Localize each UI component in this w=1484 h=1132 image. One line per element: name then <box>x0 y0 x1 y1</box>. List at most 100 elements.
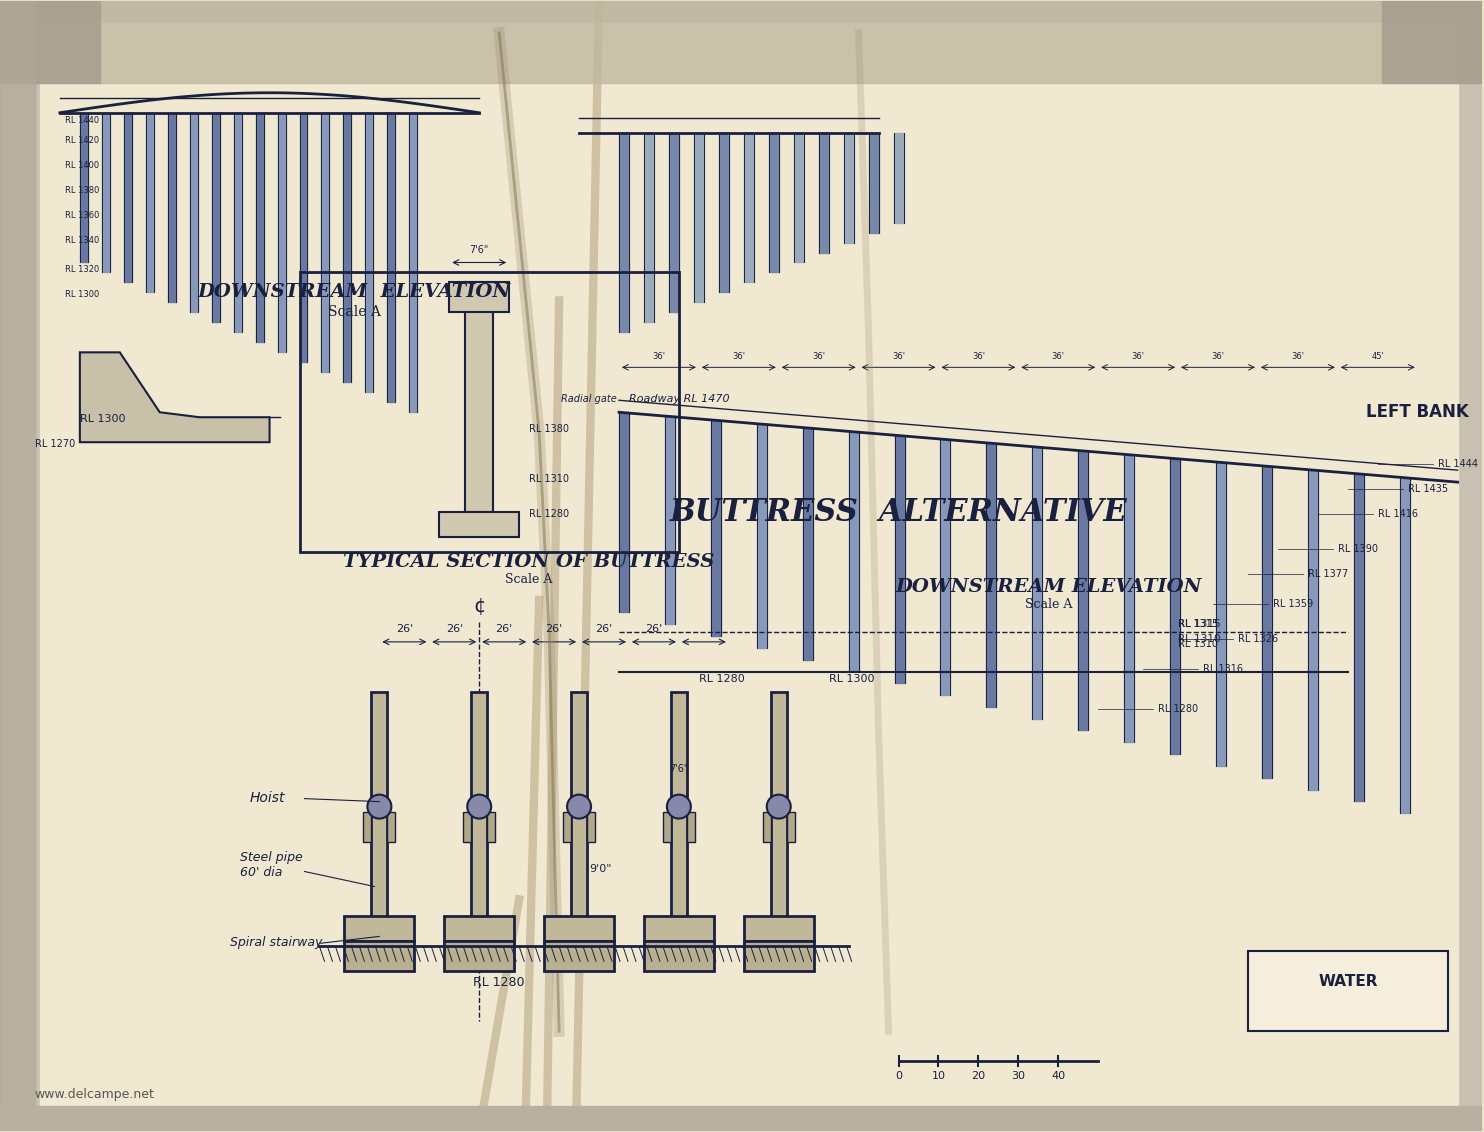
Bar <box>665 417 675 624</box>
Text: 26': 26' <box>396 624 413 634</box>
Text: RL 1380: RL 1380 <box>530 424 570 435</box>
Text: 36': 36' <box>1291 352 1304 361</box>
Bar <box>387 812 395 841</box>
Text: RL 1320: RL 1320 <box>65 266 99 274</box>
Circle shape <box>567 795 591 818</box>
Bar <box>102 113 110 273</box>
Bar <box>444 942 513 971</box>
Text: RL 1280: RL 1280 <box>1158 704 1198 714</box>
Bar <box>1169 458 1180 754</box>
Text: RL 1390: RL 1390 <box>1337 544 1377 554</box>
Bar <box>439 512 519 537</box>
Text: 36': 36' <box>653 352 665 361</box>
Bar <box>671 692 687 942</box>
Bar <box>1215 462 1226 766</box>
Bar <box>787 812 795 841</box>
Text: RL 1310: RL 1310 <box>1178 638 1218 649</box>
Bar <box>387 113 395 402</box>
Text: RL 1315: RL 1315 <box>1178 619 1221 629</box>
Bar <box>743 132 754 283</box>
Text: 36': 36' <box>892 352 905 361</box>
Bar <box>255 113 264 342</box>
Bar <box>769 132 779 273</box>
Text: 40: 40 <box>1051 1071 1066 1081</box>
Bar <box>562 812 571 841</box>
Text: Steel pipe
60' dia: Steel pipe 60' dia <box>239 851 303 880</box>
Bar <box>757 424 767 648</box>
Bar <box>1261 466 1272 778</box>
Bar <box>0 1 1481 83</box>
Bar <box>819 132 828 252</box>
Bar <box>472 692 487 942</box>
Bar <box>770 692 787 942</box>
Text: RL 1300: RL 1300 <box>828 674 874 684</box>
Text: Hoist: Hoist <box>249 790 285 805</box>
Text: RL 1360: RL 1360 <box>65 211 99 220</box>
Bar <box>849 431 859 671</box>
Bar <box>743 917 813 942</box>
Bar <box>80 113 88 263</box>
Bar <box>1399 478 1410 813</box>
Bar <box>711 420 721 636</box>
Text: 36': 36' <box>732 352 745 361</box>
Text: RL 1380: RL 1380 <box>65 186 99 195</box>
Bar <box>987 444 996 706</box>
Text: RL 1310: RL 1310 <box>530 474 570 484</box>
Bar <box>803 428 813 660</box>
Bar <box>619 413 629 612</box>
Text: RL 1316: RL 1316 <box>1204 663 1244 674</box>
Text: BUTTRESS  ALTERNATIVE: BUTTRESS ALTERNATIVE <box>669 497 1128 528</box>
Text: RL 1280: RL 1280 <box>530 509 570 520</box>
Text: RL 1444: RL 1444 <box>1438 460 1478 469</box>
Bar <box>545 917 614 942</box>
Bar <box>0 1 99 83</box>
Text: RL 1326: RL 1326 <box>1238 634 1278 644</box>
Text: RL 1416: RL 1416 <box>1377 509 1417 520</box>
Bar <box>444 917 513 942</box>
Bar <box>843 132 853 242</box>
Bar <box>190 113 197 312</box>
Text: Scale A: Scale A <box>328 306 381 319</box>
Text: RL 1359: RL 1359 <box>1273 599 1313 609</box>
Bar <box>322 113 329 372</box>
Text: RL 1420: RL 1420 <box>65 136 99 145</box>
Text: 26': 26' <box>595 624 613 634</box>
Text: 36': 36' <box>1211 352 1224 361</box>
Text: 10: 10 <box>932 1071 945 1081</box>
Text: 20: 20 <box>972 1071 985 1081</box>
Bar <box>663 812 671 841</box>
Text: RL 1400: RL 1400 <box>65 161 99 170</box>
Bar <box>868 132 879 232</box>
Bar <box>1248 951 1448 1031</box>
Text: RL 1435: RL 1435 <box>1408 484 1448 495</box>
Text: 9'0": 9'0" <box>589 864 611 874</box>
Bar <box>233 113 242 333</box>
Text: 36': 36' <box>972 352 985 361</box>
Circle shape <box>767 795 791 818</box>
Bar <box>212 113 220 323</box>
Text: DOWNSTREAM  ELEVATION: DOWNSTREAM ELEVATION <box>197 283 510 301</box>
Text: www.delcampe.net: www.delcampe.net <box>36 1088 154 1101</box>
Bar <box>371 692 387 942</box>
Bar <box>1353 474 1364 801</box>
Bar <box>0 1 36 1131</box>
Bar <box>463 812 472 841</box>
Text: Roadway RL 1470: Roadway RL 1470 <box>629 394 729 404</box>
Text: DOWNSTREAM ELEVATION: DOWNSTREAM ELEVATION <box>895 578 1202 595</box>
Bar <box>687 812 695 841</box>
Bar <box>1382 1 1481 83</box>
Text: Spiral stairway: Spiral stairway <box>230 936 322 950</box>
Text: RL 1440: RL 1440 <box>65 115 99 125</box>
Bar <box>344 917 414 942</box>
Bar <box>893 132 904 223</box>
Text: RL 1280: RL 1280 <box>473 976 525 989</box>
Text: RL 1340: RL 1340 <box>65 235 99 245</box>
Bar <box>1079 451 1088 730</box>
Bar <box>466 283 493 512</box>
Bar <box>1307 470 1318 789</box>
Text: ¢: ¢ <box>473 597 485 616</box>
Circle shape <box>368 795 392 818</box>
Text: Scale A: Scale A <box>506 574 554 586</box>
Bar <box>410 113 417 412</box>
Bar <box>644 132 654 323</box>
